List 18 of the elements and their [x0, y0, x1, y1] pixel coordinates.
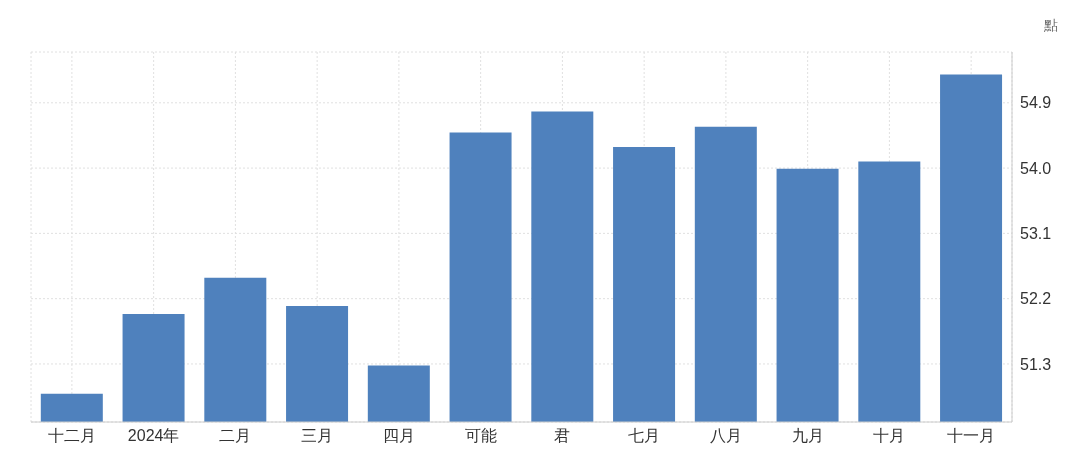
- x-tick-label: 十月: [873, 427, 906, 445]
- x-tick-label: 二月: [219, 427, 252, 445]
- x-tick-label: 君: [554, 427, 571, 445]
- x-tick-label: 十二月: [47, 427, 96, 445]
- y-tick-label: 53.1: [1020, 225, 1052, 243]
- x-tick-label: 三月: [301, 427, 334, 445]
- y-tick-label: 52.2: [1020, 290, 1052, 308]
- x-tick-label: 九月: [791, 427, 824, 445]
- x-tick-label: 八月: [709, 427, 742, 445]
- x-tick-label: 四月: [382, 427, 415, 445]
- x-tick-label: 2024年: [127, 427, 180, 445]
- x-tick-label: 可能: [464, 427, 497, 445]
- y-tick-label: 54.0: [1020, 159, 1052, 177]
- y-tick-label: 54.9: [1020, 94, 1052, 112]
- x-tick-label: 七月: [628, 427, 661, 445]
- y-axis-title: 點: [1044, 17, 1058, 35]
- x-tick-label: 十一月: [947, 427, 996, 445]
- y-tick-label: 51.3: [1020, 355, 1052, 373]
